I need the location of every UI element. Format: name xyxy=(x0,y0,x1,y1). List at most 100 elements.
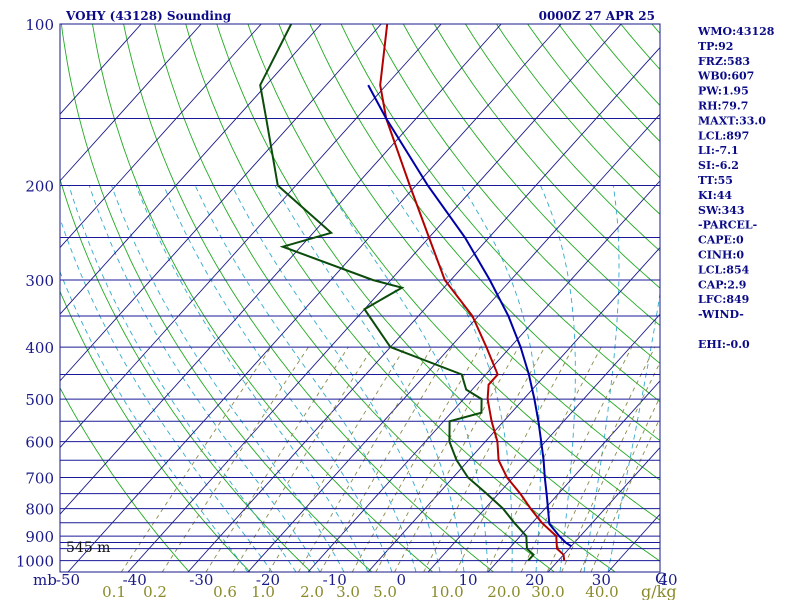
moist-adiabat xyxy=(540,185,576,572)
isotherm xyxy=(60,24,502,515)
pressure-tick-label: 900 xyxy=(25,528,54,546)
isotherm xyxy=(60,24,442,449)
grid-layer xyxy=(60,24,660,572)
stability-index-line: CAP:2.9 xyxy=(698,278,746,291)
temperature-tick-label: -20 xyxy=(256,571,280,589)
pressure-tick-label: 1000 xyxy=(16,553,54,571)
pressure-tick-label: 700 xyxy=(25,470,54,488)
chart-time: 0000Z 27 APR 25 xyxy=(539,9,655,23)
series-layer xyxy=(259,24,572,562)
pressure-tick-label: 400 xyxy=(25,339,54,357)
mixing-ratio-line xyxy=(120,346,272,572)
chart-title: VOHY (43128) Sounding xyxy=(65,9,232,23)
mixing-ratio-line xyxy=(375,346,503,572)
stability-index-line: LCL:854 xyxy=(698,263,750,276)
dry-adiabat xyxy=(278,24,660,481)
isotherm xyxy=(60,24,202,182)
mixing-ratio-line xyxy=(486,346,602,572)
pressure-tick-label: 200 xyxy=(25,178,54,196)
temperature-tick-label: -30 xyxy=(189,571,213,589)
series-parcel-line xyxy=(367,84,572,548)
stability-index-line: TP:92 xyxy=(698,40,733,53)
mixing-ratio-line xyxy=(423,346,546,572)
isotherm xyxy=(247,113,660,572)
dry-adiabat xyxy=(340,24,660,403)
stability-index-line: EHI:-0.0 xyxy=(698,338,750,351)
stability-index-line: SW:343 xyxy=(698,204,745,217)
stability-index-line: FRZ:583 xyxy=(698,55,750,68)
dry-adiabat xyxy=(402,24,660,327)
series-dewpoint-line xyxy=(259,24,535,562)
mixing-ratio-line xyxy=(298,346,433,572)
temperature-tick-label: -10 xyxy=(323,571,347,589)
station-height-label: 545 m xyxy=(66,540,110,556)
dry-adiabat xyxy=(60,24,373,572)
mixing-ratio-line xyxy=(161,346,309,572)
stability-index-line: WB0:607 xyxy=(697,70,754,83)
temperature-tick-label: 20 xyxy=(525,571,544,589)
moist-adiabat xyxy=(60,216,273,572)
isotherm xyxy=(67,24,562,572)
mixing-ratio-line xyxy=(561,361,660,572)
stability-index-line: LI:-7.1 xyxy=(698,144,739,157)
stability-index-line: CINH:0 xyxy=(698,249,744,262)
stability-index-line: RH:79.7 xyxy=(698,100,748,113)
moist-adiabat xyxy=(163,185,393,572)
isotherm xyxy=(307,180,660,572)
mixing-ratio-line xyxy=(590,417,660,572)
series-temperature-line xyxy=(379,24,566,561)
mixing-ratio-line xyxy=(455,346,574,572)
stability-index-line: MAXT:33.0 xyxy=(698,114,766,127)
mixing-ratio-tick-label: 3.0 xyxy=(336,583,360,600)
mixing-ratio-line xyxy=(579,396,660,572)
dry-adiabat xyxy=(371,24,660,364)
pressure-unit-label: mb xyxy=(33,571,57,589)
isotherm xyxy=(367,246,660,572)
mixing-ratio-line xyxy=(546,346,656,572)
pressure-tick-label: 600 xyxy=(25,434,54,452)
stability-index-line: CAPE:0 xyxy=(698,234,744,247)
dry-adiabat xyxy=(309,24,660,442)
isotherm xyxy=(60,24,262,249)
pressure-axis-labels: 100 200 300 400 500 600 700 800 900 1000 xyxy=(16,16,54,571)
moist-adiabat xyxy=(68,185,297,572)
dry-adiabat xyxy=(185,24,616,572)
stability-index-line: SI:-6.2 xyxy=(698,159,739,172)
temperature-tick-label: 40 xyxy=(658,571,677,589)
pressure-tick-label: 300 xyxy=(25,272,54,290)
stability-index-line: -PARCEL- xyxy=(698,219,757,232)
stability-index-line: -WIND- xyxy=(698,308,744,321)
mixing-ratio-line xyxy=(394,346,519,572)
temperature-unit-label: C xyxy=(655,569,667,588)
mixing-ratio-tick-label: 1.0 xyxy=(251,583,275,600)
stability-index-line: WMO:43128 xyxy=(697,25,775,38)
moist-adiabat xyxy=(135,185,369,572)
mixing-ratio-unit-label: g/kg xyxy=(641,582,677,600)
mixing-ratio-tick-label: 0.6 xyxy=(213,583,237,600)
moist-adiabat xyxy=(231,185,441,572)
moist-adiabat xyxy=(388,185,513,572)
mixing-ratio-line xyxy=(351,346,481,572)
mixing-ratio-tick-label: 2.0 xyxy=(300,583,324,600)
temperature-tick-label: 0 xyxy=(397,571,407,589)
stability-indices-panel: WMO:43128 TP:92 FRZ:583 WB0:607 PW:1.95 RH:79… xyxy=(697,25,775,351)
stability-index-line: LCL:897 xyxy=(698,129,749,142)
moist-adiabat xyxy=(111,185,345,572)
plot-frame xyxy=(59,23,661,573)
temperature-axis-labels: -50 -40 -30 -20 -10 0 10 20 30 40 xyxy=(56,571,678,589)
stability-index-line: PW:1.95 xyxy=(698,85,749,98)
dry-adiabat xyxy=(60,386,190,572)
isotherm xyxy=(60,24,382,382)
pressure-tick-label: 500 xyxy=(25,391,54,409)
stability-index-line: LFC:849 xyxy=(698,293,749,306)
temperature-tick-label: -50 xyxy=(56,571,80,589)
isotherm xyxy=(127,24,622,572)
temperature-tick-label: 30 xyxy=(592,571,611,589)
stability-index-line: KI:44 xyxy=(698,189,732,202)
dry-adiabat xyxy=(92,24,433,572)
pressure-tick-label: 800 xyxy=(25,501,54,519)
mixing-ratio-tick-label: 10.0 xyxy=(430,583,463,600)
mixing-ratio-axis-labels: 0.1 0.2 0.6 1.0 2.0 3.0 5.0 10.0 20.0 30.0 40.0 xyxy=(102,583,619,600)
isotherm xyxy=(547,446,660,572)
